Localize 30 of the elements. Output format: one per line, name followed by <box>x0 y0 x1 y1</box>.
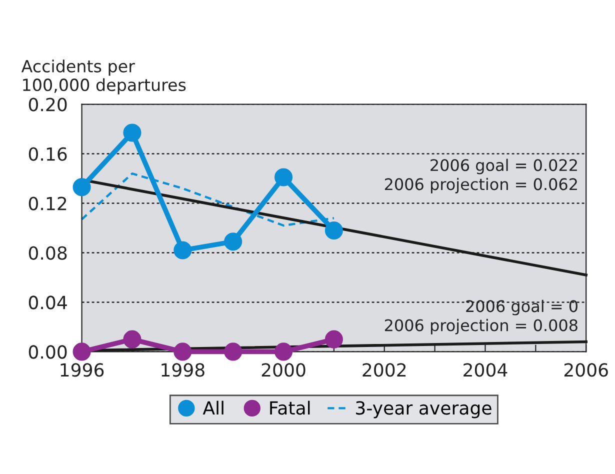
annotation: 2006 goal = 0 2006 projection = 0.008 <box>384 300 578 334</box>
x-tick-label: 2002 <box>362 363 406 377</box>
y-axis-title: Accidents per 100,000 departures <box>21 60 186 94</box>
x-tick-label: 2004 <box>464 363 508 377</box>
y-tick-label: 0.00 <box>28 345 67 359</box>
point <box>224 232 242 251</box>
legend-label: Fatal <box>270 400 310 415</box>
point <box>274 342 293 361</box>
point <box>123 124 142 142</box>
point <box>72 342 91 361</box>
point <box>123 330 142 348</box>
point <box>274 168 293 186</box>
x-tick-label: 2006 <box>564 363 608 377</box>
x-tick-label: 2000 <box>262 363 306 377</box>
point <box>174 241 192 260</box>
y-tick-label: 0.12 <box>28 196 66 210</box>
point <box>324 221 343 240</box>
legend-label: 3-year average <box>356 401 492 418</box>
y-tick-label: 0.08 <box>28 246 67 260</box>
x-tick-label: 1998 <box>162 363 204 377</box>
y-tick-label: 0.16 <box>28 147 67 161</box>
annotation: 2006 goal = 0.022 2006 projection = 0.062 <box>384 158 577 194</box>
point <box>224 342 242 361</box>
point <box>324 330 343 348</box>
legend-label: All <box>202 400 224 415</box>
point <box>72 178 91 196</box>
point <box>174 342 192 361</box>
y-tick-label: 0.20 <box>28 98 67 112</box>
x-tick-label: 1996 <box>60 363 104 377</box>
y-tick-label: 0.04 <box>28 296 67 310</box>
